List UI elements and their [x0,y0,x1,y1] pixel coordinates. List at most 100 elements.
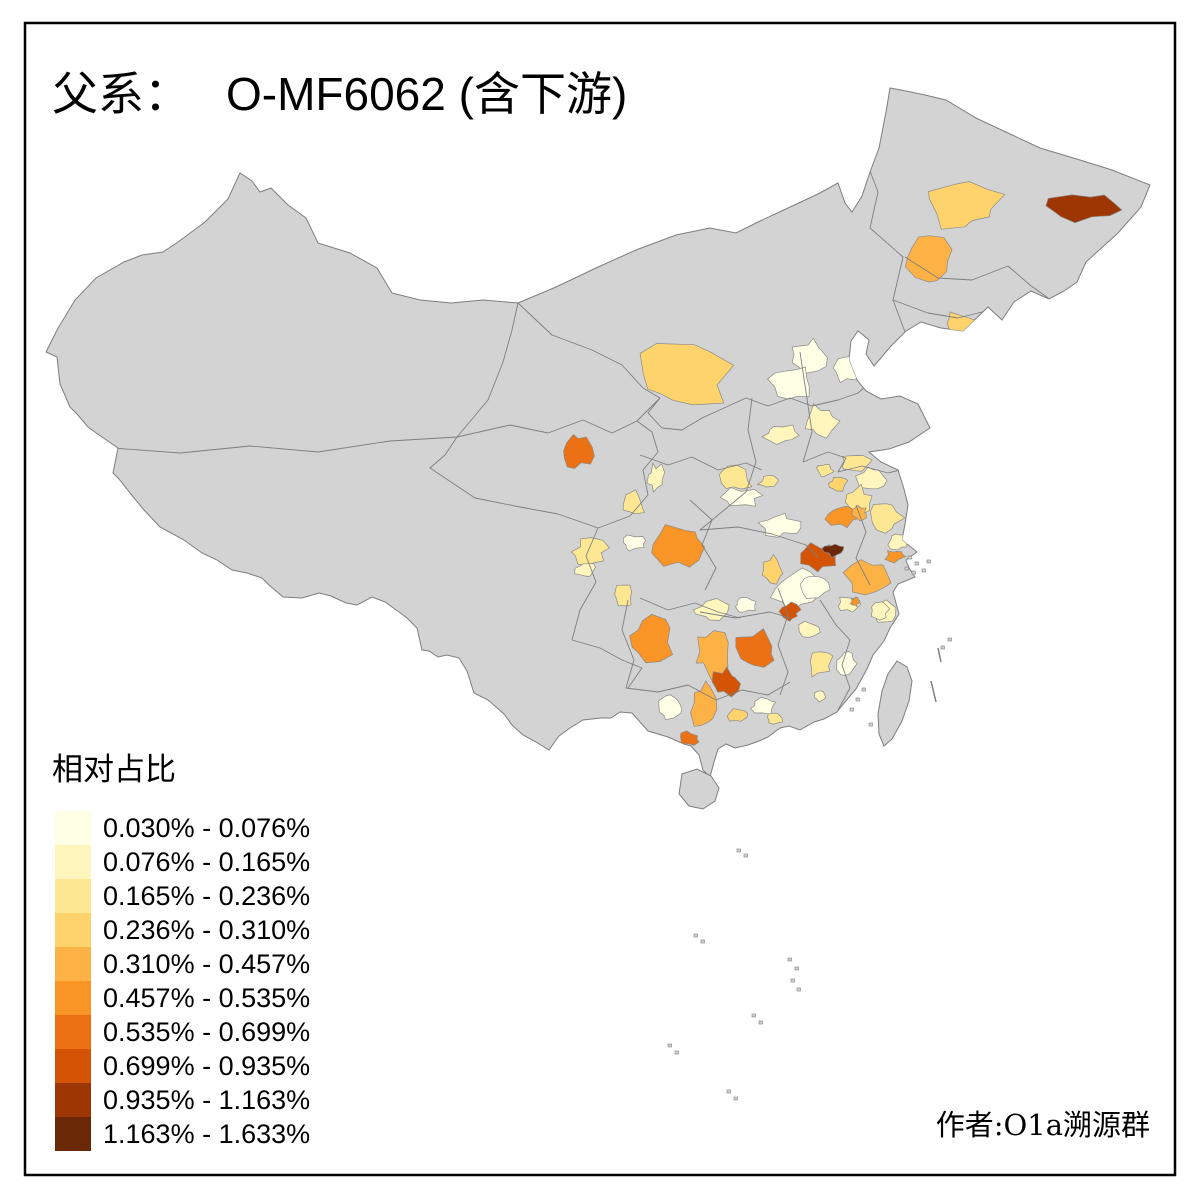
island-dot [787,957,792,962]
map-region [757,512,802,538]
province-border-line [629,420,659,517]
province-border-line [571,527,599,641]
map-legend: 相对占比 0.030% - 0.076% 0.076% - 0.165% 0.165… [52,744,310,1151]
legend-label: 0.699% - 0.935% [103,1050,311,1081]
legend-label: 0.030% - 0.076% [103,812,311,843]
map-region [680,730,700,746]
province-border-line [571,639,643,689]
province-border-line [621,599,635,689]
island-dot [849,707,854,712]
map-region [735,628,775,668]
island-dot [904,566,909,571]
island-dot [914,561,919,566]
province-border-line [819,599,851,711]
boundary-dash [930,680,937,703]
province-border-line [745,397,757,493]
legend-row: 0.165% - 0.236% [55,879,310,913]
legend-row: 0.076% - 0.165% [55,845,310,879]
map-region [639,343,735,406]
map-region [629,613,674,664]
colored-regions-layer [563,181,1123,746]
map-region [1045,194,1123,224]
legend-label: 0.236% - 0.310% [103,914,311,945]
legend-swatch [55,913,91,947]
province-border-line [799,351,813,463]
legend-row: 0.310% - 0.457% [55,947,310,981]
island-dot [855,697,860,702]
page-title: 父系： O-MF6062 (含下游) [52,58,627,124]
map-region [651,524,706,568]
legend-swatch [55,981,91,1015]
hainan-island-shape [678,768,720,810]
map-region [841,455,873,472]
island-dot [674,1050,679,1055]
taiwan-island-shape [877,660,913,747]
map-region [824,505,858,529]
province-border-line [429,436,631,529]
legend-label: 0.165% - 0.236% [103,880,311,911]
legend-row: 0.457% - 0.535% [55,981,310,1015]
island-dot [733,1096,738,1101]
map-region [570,537,610,566]
province-border-line [855,504,871,586]
legend-label: 0.535% - 0.699% [103,1016,311,1047]
legend-swatch [55,879,91,913]
map-region [804,403,841,439]
title-prefix: 父系： [52,67,190,121]
legend-swatch [55,1117,91,1151]
map-region [870,503,906,534]
province-border-line [699,611,791,619]
island-dot [751,1013,756,1018]
map-region [734,596,757,613]
small-islands-layer [667,555,952,1101]
island-dot [907,555,912,560]
province-border-line [517,302,873,431]
map-region [719,487,764,507]
island-dot [921,568,926,573]
map-region [791,337,828,374]
legend-title: 相对占比 [52,752,176,788]
map-region [798,620,821,638]
island-dot [693,933,698,938]
legend-row: 1.163% - 1.633% [55,1117,310,1151]
island-dot [700,939,705,944]
map-region [658,694,683,721]
province-border-line [904,256,1049,299]
province-borders-layer [111,149,1049,711]
province-border-line [699,491,819,558]
map-region [870,601,891,621]
map-region [690,680,718,727]
legend-label: 1.163% - 1.633% [103,1118,311,1149]
province-border-line [625,681,791,701]
map-region [761,424,800,445]
map-region [614,584,633,607]
map-region [809,651,834,678]
legend-rows: 0.030% - 0.076% 0.076% - 0.165% 0.165% - 0… [55,811,310,1151]
legend-swatch [55,845,91,879]
legend-row: 0.699% - 0.935% [55,1049,310,1083]
island-dot [790,978,795,983]
island-dot [926,559,931,564]
province-border-line [861,149,906,333]
legend-swatch [55,947,91,981]
map-region [622,489,646,515]
attribution-text: 作者:O1a溯源群 [935,1108,1150,1142]
title-main: O-MF6062 (含下游) [226,68,628,120]
province-border-line [639,597,741,619]
province-border-line [802,451,909,474]
legend-swatch [55,1049,91,1083]
map-region [646,462,666,493]
legend-swatch [55,811,91,845]
legend-row: 0.030% - 0.076% [55,811,310,845]
island-dot [868,722,873,727]
map-region [767,366,810,400]
island-dot [796,987,801,992]
map-region [719,464,753,490]
boundary-dash [937,647,942,663]
map-region [761,553,784,585]
island-dot [758,1020,763,1025]
map-region [842,559,892,596]
legend-row: 0.236% - 0.310% [55,913,310,947]
island-dot [940,645,945,650]
map-region [828,476,849,492]
